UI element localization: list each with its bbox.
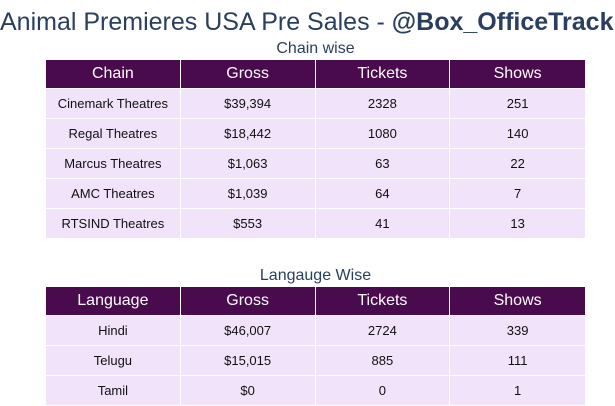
tickets-cell: 2724 [315,316,451,346]
chain-name-cell: AMC Theatres [46,179,181,209]
gross-cell: $46,007 [180,316,316,346]
column-header-gross: Gross [180,60,316,89]
table-row: RTSIND Theatres $553 41 13 [46,209,585,239]
shows-cell: 140 [450,119,585,149]
tickets-cell: 41 [315,209,451,239]
table-row: Hindi $46,007 2724 339 [46,316,585,346]
column-header-shows: Shows [450,287,585,316]
tickets-cell: 2328 [315,89,451,119]
table-row: Cinemark Theatres $39,394 2328 251 [46,89,585,119]
table-row: Tamil $0 0 1 [46,376,585,406]
page-title-handle: @Box_OfficeTrack [391,8,614,36]
shows-cell: 13 [450,209,585,239]
shows-cell: 111 [450,346,585,376]
language-name-cell: Telugu [46,346,181,376]
tickets-cell: 885 [315,346,451,376]
column-header-language: Language [46,287,181,316]
tickets-cell: 0 [315,376,451,406]
table-header-row: Chain Gross Tickets Shows [46,60,585,89]
chain-section-title: Chain wise [276,40,355,57]
table-row: AMC Theatres $1,039 64 7 [46,179,585,209]
gross-cell: $39,394 [180,89,316,119]
gross-cell: $1,063 [180,149,316,179]
shows-cell: 7 [450,179,585,209]
column-header-chain: Chain [46,60,181,89]
column-header-tickets: Tickets [315,60,451,89]
column-header-shows: Shows [450,60,585,89]
column-header-tickets: Tickets [315,287,451,316]
tickets-cell: 63 [315,149,451,179]
chain-name-cell: Cinemark Theatres [46,89,181,119]
shows-cell: 1 [450,376,585,406]
column-header-gross: Gross [180,287,316,316]
table-row: Telugu $15,015 885 111 [46,346,585,376]
tickets-cell: 1080 [315,119,451,149]
table-row: Marcus Theatres $1,063 63 22 [46,149,585,179]
page-title-text: Animal Premieres USA Pre Sales - [0,8,392,36]
tickets-cell: 64 [315,179,451,209]
language-name-cell: Hindi [46,316,181,346]
shows-cell: 339 [450,316,585,346]
chain-name-cell: Regal Theatres [46,119,181,149]
chain-table: Chain Gross Tickets Shows Cinemark Theat… [46,60,585,239]
chain-name-cell: RTSIND Theatres [46,209,181,239]
gross-cell: $18,442 [180,119,316,149]
language-section-title: Langauge Wise [259,267,372,284]
language-name-cell: Tamil [46,376,181,406]
gross-cell: $0 [180,376,316,406]
table-header-row: Language Gross Tickets Shows [46,287,585,316]
page-title: Animal Premieres USA Pre Sales - @Box_Of… [0,5,615,39]
language-table: Language Gross Tickets Shows Hindi $46,0… [46,287,585,406]
shows-cell: 251 [450,89,585,119]
shows-cell: 22 [450,149,585,179]
gross-cell: $553 [180,209,316,239]
chain-name-cell: Marcus Theatres [46,149,181,179]
table-row: Regal Theatres $18,442 1080 140 [46,119,585,149]
gross-cell: $15,015 [180,346,316,376]
gross-cell: $1,039 [180,179,316,209]
